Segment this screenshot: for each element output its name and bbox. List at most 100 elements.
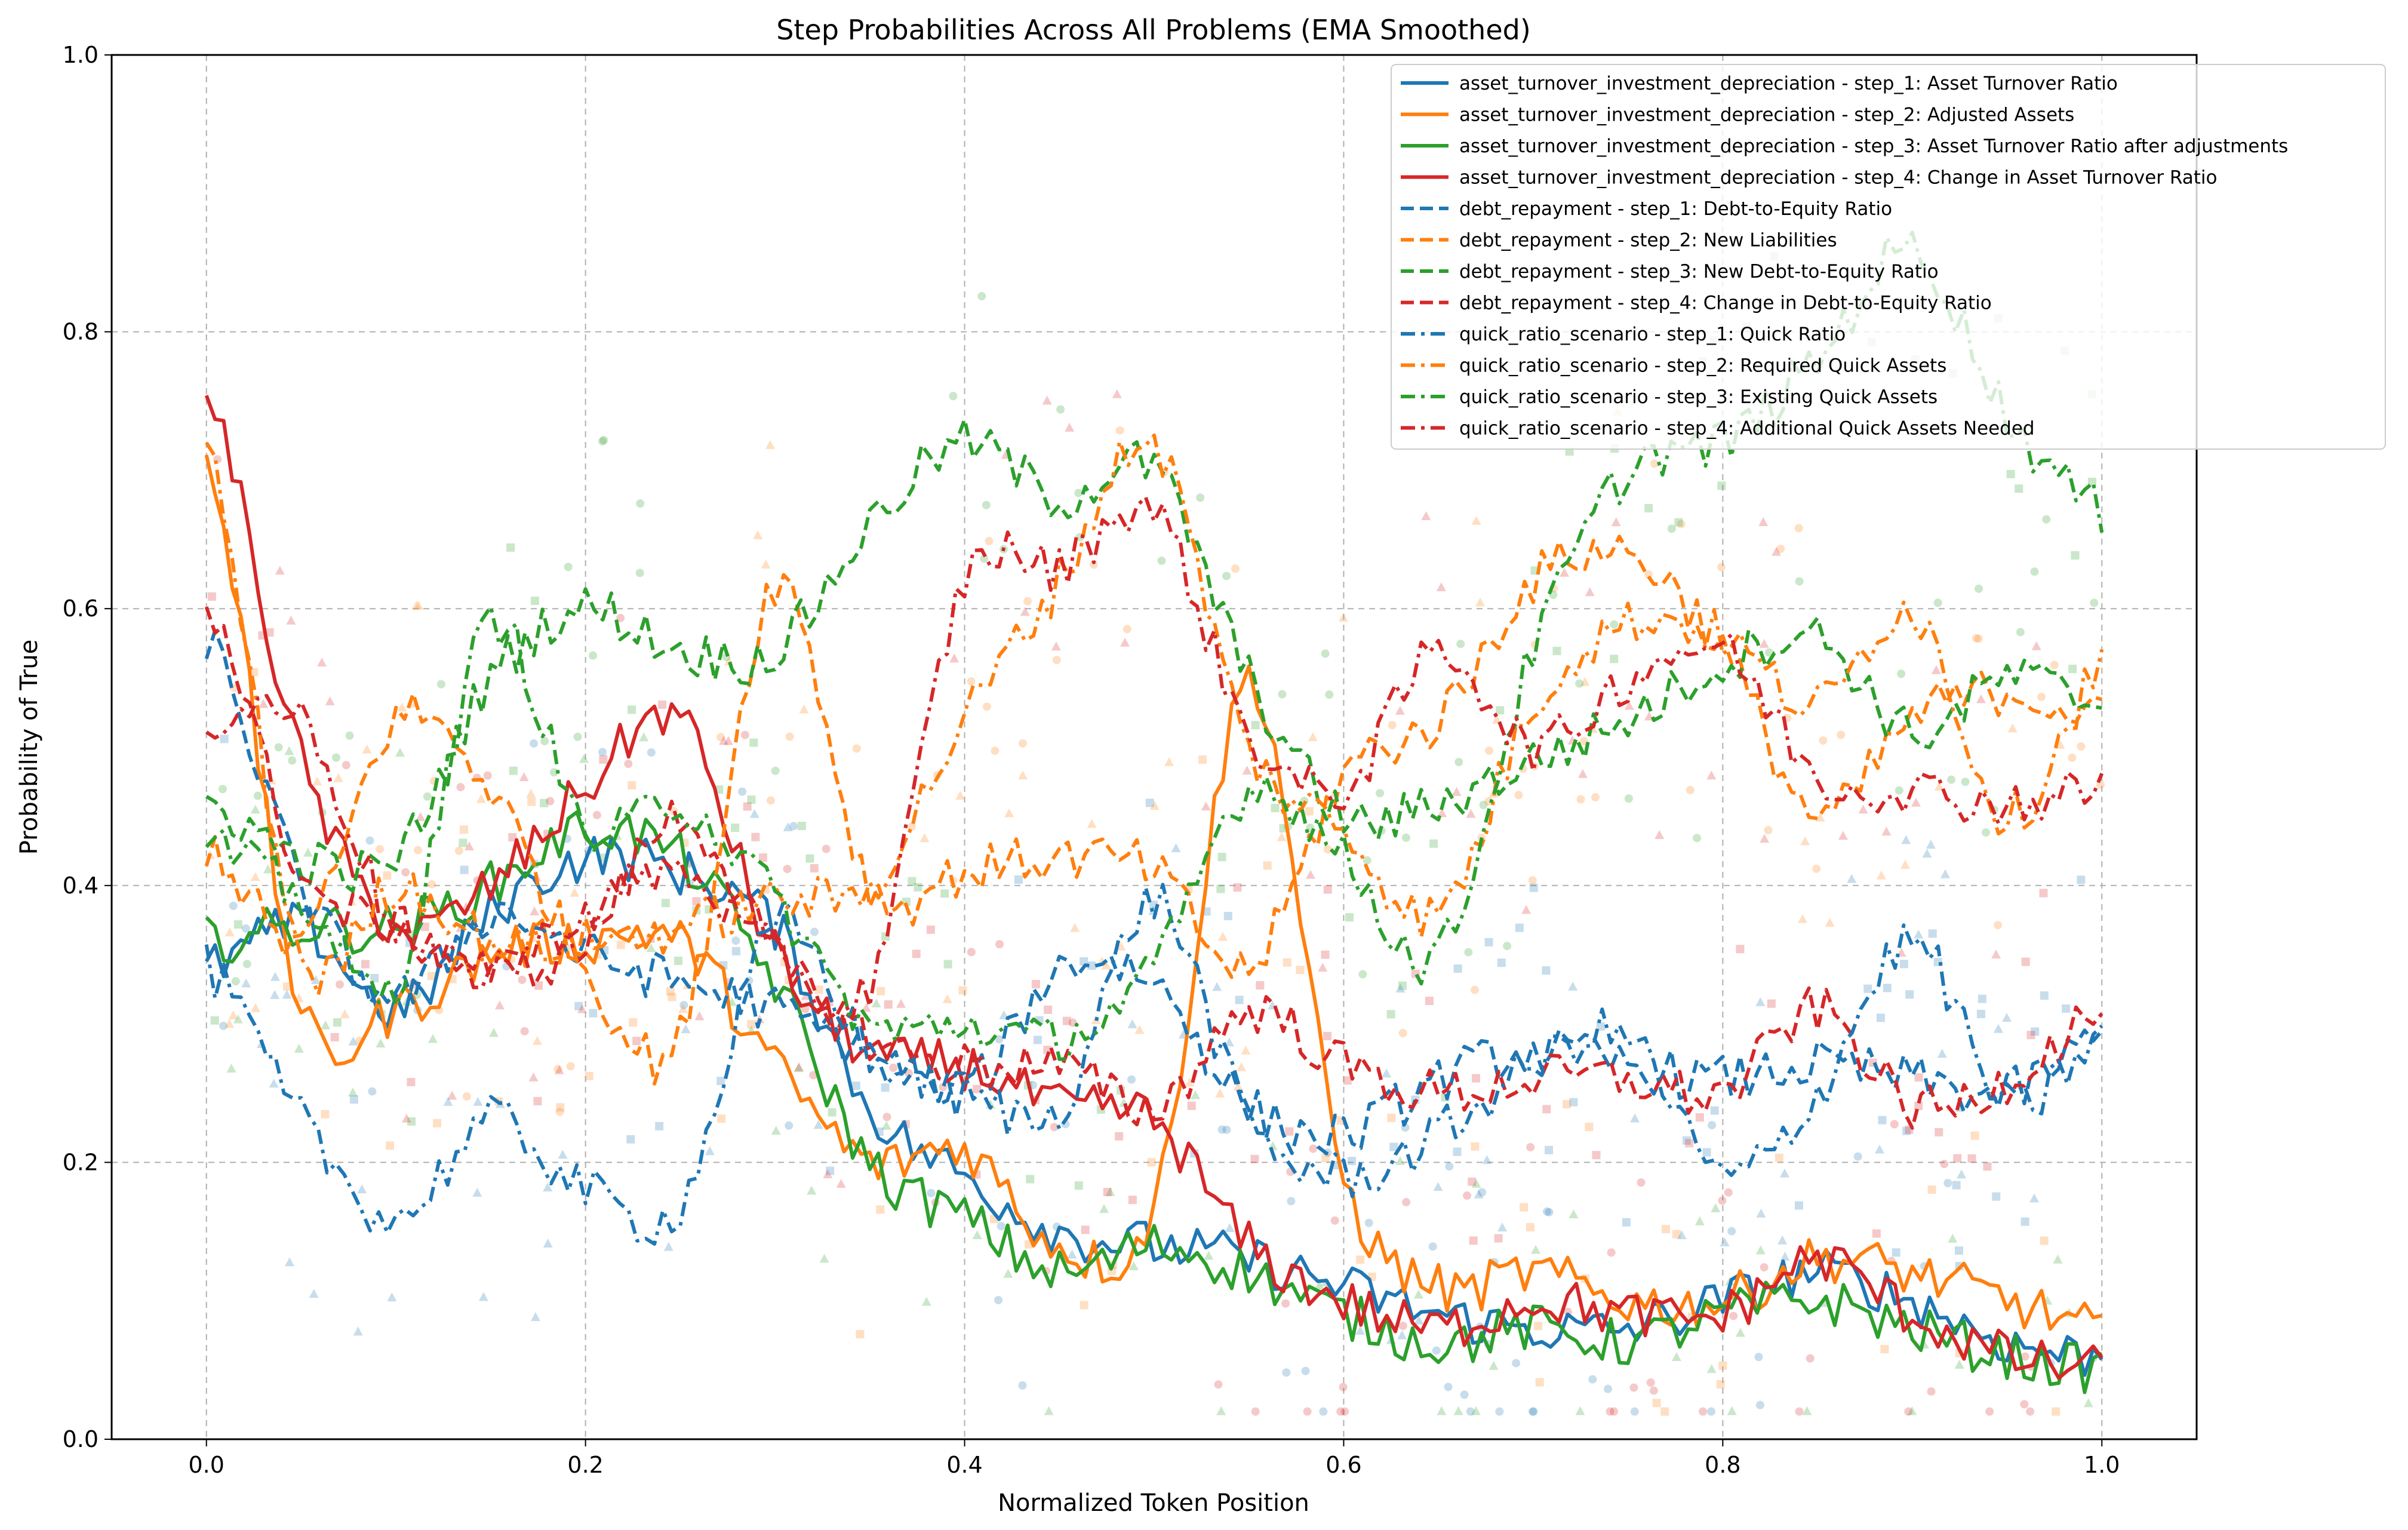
y-tick-label: 0.6: [63, 595, 99, 622]
scatter-point: [1876, 1013, 1885, 1022]
scatter-point: [1338, 612, 1348, 622]
chart-title: Step Probabilities Across All Problems (…: [776, 14, 1531, 46]
scatter-point: [1080, 957, 1088, 966]
scatter-point: [1388, 721, 1397, 730]
scatter-point: [1644, 503, 1653, 512]
scatter-point: [1897, 669, 1906, 678]
scatter-point: [1671, 1352, 1681, 1362]
scatter-point: [428, 1034, 438, 1043]
scatter-point: [1386, 1010, 1395, 1019]
legend-label: asset_turnover_investment_depreciation -…: [1459, 105, 2074, 126]
scatter-point: [1217, 1125, 1226, 1134]
scatter-point: [1026, 1175, 1035, 1184]
scatter-point: [376, 844, 385, 853]
scatter-point: [1271, 804, 1280, 813]
scatter-point: [1650, 459, 1659, 468]
scatter-point: [1900, 859, 1910, 869]
scatter-point: [2090, 598, 2099, 607]
scatter-point: [1460, 1390, 1469, 1399]
scatter-point: [1218, 932, 1228, 941]
x-tick-label: 0.2: [567, 1452, 603, 1478]
scatter-point: [1495, 1407, 1504, 1416]
scatter-point: [926, 925, 935, 934]
scatter-point: [1545, 1145, 1554, 1154]
scatter-point: [579, 754, 589, 763]
scatter-point: [459, 838, 468, 847]
scatter-point: [1283, 958, 1291, 967]
scatter-point: [1802, 1406, 1812, 1415]
scatter-point: [1706, 1364, 1717, 1374]
scatter-point: [743, 802, 752, 811]
scatter-point: [1975, 584, 1983, 593]
scatter-point: [673, 956, 682, 965]
scatter-point: [483, 771, 492, 780]
scatter-point: [1520, 1203, 1529, 1212]
legend-label: debt_repayment - step_4: Change in Debt-…: [1459, 293, 1992, 314]
scatter-point: [1355, 1326, 1366, 1335]
scatter-point: [1901, 835, 1911, 844]
scatter-point: [1080, 1301, 1088, 1310]
scatter-point: [265, 628, 274, 637]
scatter-point: [616, 941, 625, 950]
scatter-point: [1991, 949, 2001, 958]
scatter-point: [723, 736, 733, 745]
scatter-point: [1225, 1222, 1235, 1232]
scatter-point: [1171, 843, 1181, 852]
scatter-point: [958, 986, 967, 995]
scatter-point: [1484, 938, 1493, 947]
scatter-point: [1542, 1105, 1551, 1114]
scatter-point: [2050, 660, 2059, 669]
scatter-point: [224, 1019, 235, 1028]
scatter-point: [635, 569, 644, 577]
scatter-point: [1677, 520, 1686, 529]
scatter-point: [2053, 1254, 2063, 1264]
axis-ticks: 0.0 0.2 0.4 0.6 0.8 1.0 0.0 0.2 0.4 0.6 0.8 1.0: [63, 42, 2120, 1478]
scatter-point: [1937, 1049, 1947, 1058]
scatter-point: [1890, 1120, 1899, 1129]
scatter-point: [1471, 1178, 1481, 1188]
scatter-point: [1993, 1024, 2003, 1033]
scatter-point: [1759, 638, 1769, 648]
scatter-point: [1895, 786, 1903, 795]
scatter-point: [423, 792, 432, 801]
scatter-point: [1398, 981, 1407, 990]
scatter-point: [401, 1113, 411, 1123]
scatter-point: [1644, 570, 1653, 579]
scatter-point: [282, 990, 292, 999]
scatter-point: [250, 668, 259, 677]
scatter-point: [1604, 1384, 1613, 1393]
scatter-point: [1278, 690, 1287, 699]
scatter-point: [1397, 1330, 1407, 1339]
scatter-point: [1755, 1245, 1766, 1255]
scatter-point: [1947, 775, 1956, 784]
scatter-point: [1515, 923, 1524, 932]
scatter-point: [1585, 587, 1595, 597]
legend: asset_turnover_investment_depreciation -…: [1391, 64, 2386, 450]
scatter-point: [543, 1238, 553, 1248]
scatter-point: [599, 755, 608, 764]
scatter-point: [799, 704, 809, 714]
scatter-point: [1970, 1131, 1979, 1140]
scatter-point: [1819, 736, 1828, 745]
scatter-point: [1074, 489, 1083, 497]
scatter-point: [1948, 1233, 1958, 1243]
scatter-point: [529, 739, 538, 748]
scatter-point: [1363, 856, 1371, 865]
scatter-point: [1287, 1197, 1296, 1206]
scatter-points: [205, 252, 2105, 1416]
scatter-point: [1693, 834, 1702, 843]
scatter-point: [1233, 883, 1242, 892]
scatter-point: [1469, 1236, 1478, 1245]
scatter-point: [228, 1010, 238, 1019]
scatter-point: [556, 1103, 565, 1112]
scatter-point: [1115, 426, 1124, 435]
scatter-point: [771, 766, 780, 775]
scatter-point: [967, 948, 976, 957]
scatter-point: [233, 1014, 243, 1024]
scatter-point: [1389, 1142, 1398, 1151]
scatter-point: [1926, 840, 1936, 849]
scatter-point: [1514, 791, 1523, 800]
scatter-point: [1606, 1407, 1614, 1416]
legend-label: quick_ratio_scenario - step_3: Existing …: [1459, 386, 1938, 408]
scatter-point: [1760, 1263, 1769, 1272]
